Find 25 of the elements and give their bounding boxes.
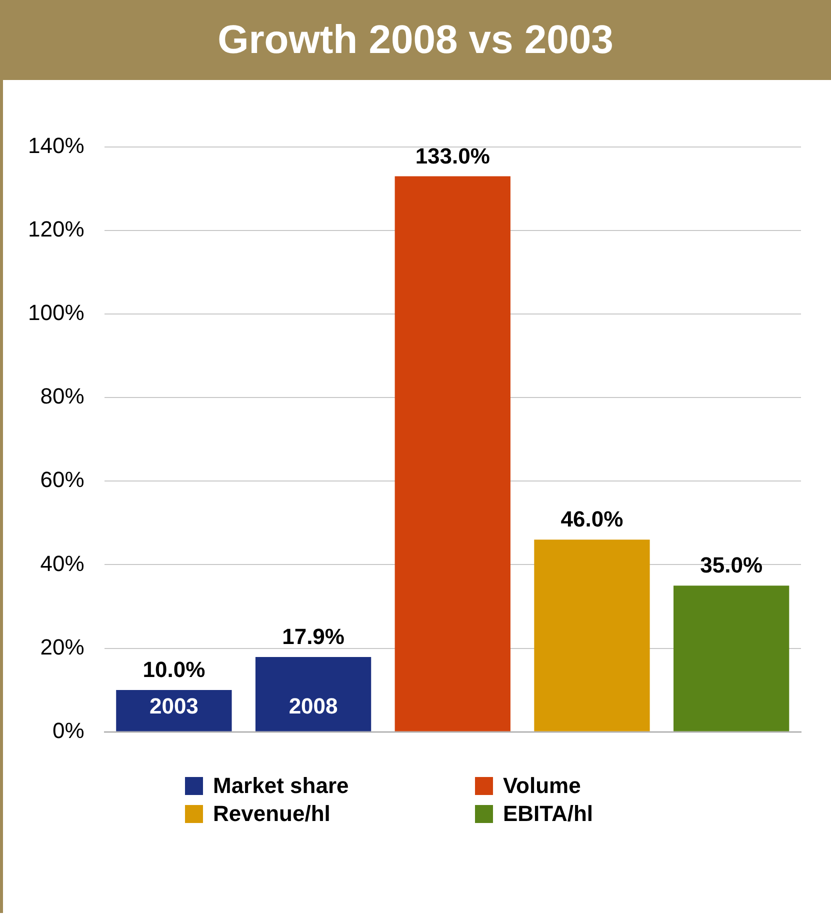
y-tick-label: 120% xyxy=(28,216,84,242)
bar xyxy=(534,540,650,732)
y-tick-label: 60% xyxy=(40,467,84,492)
legend-label: Market share xyxy=(213,773,349,799)
legend-label: Revenue/hl xyxy=(213,801,330,827)
data-label: 133.0% xyxy=(415,143,490,168)
x-tick-label: 2008 xyxy=(288,693,338,718)
y-tick-label: 20% xyxy=(40,634,84,660)
y-tick-label: 100% xyxy=(28,300,84,326)
legend-label: Volume xyxy=(503,773,581,799)
data-label: 35.0% xyxy=(700,552,763,578)
legend-label: EBITA/hl xyxy=(503,801,594,827)
bar xyxy=(255,657,372,732)
data-label: 17.9% xyxy=(282,624,344,650)
bar xyxy=(394,176,510,732)
bar xyxy=(116,690,232,732)
y-tick-label: 80% xyxy=(40,384,84,409)
y-tick-label: 140% xyxy=(28,133,84,158)
y-tick-label: 0% xyxy=(52,718,84,743)
x-tick-label: 2003 xyxy=(149,693,198,718)
bar xyxy=(674,586,790,732)
y-tick-label: 40% xyxy=(40,550,84,576)
chart-title: Growth 2008 vs 2003 xyxy=(0,0,831,80)
data-label: 46.0% xyxy=(560,506,624,532)
data-label: 10.0% xyxy=(142,657,206,682)
